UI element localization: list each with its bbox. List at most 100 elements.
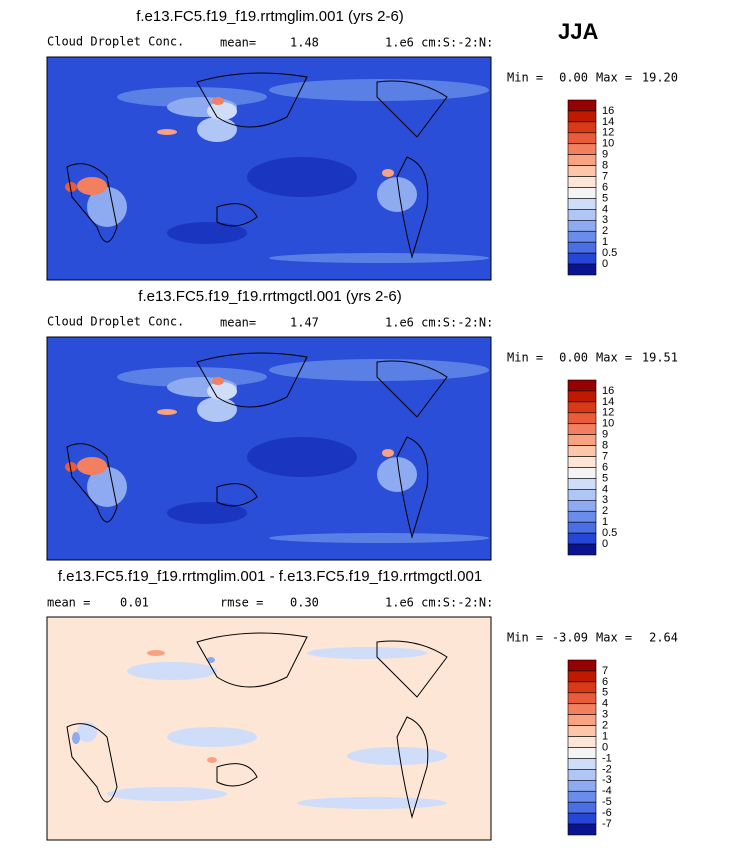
- colorbar-label: 4: [602, 698, 608, 710]
- map-field: [157, 129, 177, 135]
- stat-value: 1.48: [290, 36, 319, 50]
- season-label: JJA: [558, 19, 598, 44]
- colorbar-label: 7: [602, 170, 608, 182]
- colorbar-box: [567, 521, 597, 534]
- map-field: [207, 102, 237, 120]
- mean-value: 0.01: [120, 596, 149, 610]
- min-label: Min =: [507, 631, 543, 645]
- stat-value: 1.47: [290, 316, 319, 330]
- colorbar-box: [567, 252, 597, 265]
- map-field: [147, 650, 165, 656]
- colorbar-box: [567, 241, 597, 254]
- colorbar-box: [567, 176, 597, 188]
- colorbar-label: 0: [602, 538, 608, 550]
- colorbar-label: 3: [602, 709, 608, 721]
- colorbar-box: [567, 99, 597, 112]
- colorbar-label: -4: [602, 785, 612, 797]
- stat-label: mean=: [220, 316, 256, 330]
- colorbar-box: [567, 165, 597, 177]
- stat-label: mean=: [220, 36, 256, 50]
- colorbar-label: 5: [602, 687, 608, 699]
- colorbar-box: [567, 532, 597, 545]
- colorbar-box: [567, 445, 597, 457]
- colorbar-label: 4: [602, 483, 608, 495]
- colorbar-label: 1: [602, 730, 608, 742]
- map: [46, 336, 492, 561]
- map-field: [377, 457, 417, 492]
- colorbar-box: [567, 747, 597, 759]
- map-field: [269, 359, 489, 381]
- colorbar-box: [567, 790, 597, 803]
- colorbar-box: [567, 692, 597, 705]
- coastline: [66, 352, 448, 539]
- colorbar-box: [567, 154, 597, 166]
- map-field: [72, 732, 80, 744]
- colorbar-box: [567, 209, 597, 221]
- colorbar-box: [567, 500, 597, 512]
- colorbar-label: 10: [602, 418, 614, 430]
- min-label: Min =: [507, 71, 543, 85]
- map-field: [382, 449, 394, 457]
- colorbar-box: [567, 132, 597, 145]
- panel-title: f.e13.FC5.f19_f19.rrtmglim.001 - f.e13.F…: [58, 568, 482, 585]
- map-field: [87, 467, 127, 507]
- map-frame: [46, 336, 492, 561]
- colorbar-box: [567, 143, 597, 155]
- variable-label: Cloud Droplet Conc.: [47, 35, 184, 49]
- colorbar-box: [567, 823, 597, 836]
- map-field: [207, 757, 217, 763]
- map: [46, 56, 492, 281]
- colorbar-label: 3: [602, 214, 608, 226]
- min-value: -3.09: [552, 631, 588, 645]
- map-field: [77, 722, 97, 742]
- colorbar-label: -2: [602, 763, 612, 775]
- map-field: [269, 79, 489, 101]
- colorbar-box: [567, 379, 597, 392]
- map-field: [127, 662, 217, 680]
- coastline: [66, 632, 448, 819]
- variable-label: Cloud Droplet Conc.: [47, 315, 184, 329]
- colorbar-label: 8: [602, 440, 608, 452]
- units-label: 1.e6 cm:S:-2:N:: [385, 316, 493, 330]
- min-label: Min =: [507, 351, 543, 365]
- colorbar-box: [567, 758, 597, 770]
- colorbar-label: 8: [602, 160, 608, 172]
- map-field: [77, 177, 107, 195]
- map-field: [157, 409, 177, 415]
- colorbar-label: 12: [602, 127, 614, 139]
- colorbar-box: [567, 714, 597, 726]
- max-label: Max =: [596, 71, 632, 85]
- colorbar-label: 6: [602, 181, 608, 193]
- colorbar-label: 1: [602, 236, 608, 248]
- colorbar-box: [567, 230, 597, 243]
- max-value: 19.20: [642, 71, 678, 85]
- map-field: [167, 222, 247, 244]
- map-field: [307, 647, 427, 659]
- colorbar-label: 0.5: [602, 527, 617, 539]
- colorbar-box: [567, 434, 597, 446]
- panel-title: f.e13.FC5.f19_f19.rrtmgctl.001 (yrs 2-6): [138, 288, 401, 305]
- colorbar-label: 16: [602, 105, 614, 117]
- colorbar-label: -1: [602, 752, 612, 764]
- map-field: [65, 462, 77, 472]
- colorbar-label: 9: [602, 149, 608, 161]
- map-field: [382, 169, 394, 177]
- stat-value: 0.30: [290, 596, 319, 610]
- map-frame: [46, 616, 492, 841]
- colorbar-box: [567, 725, 597, 737]
- colorbar-box: [567, 489, 597, 501]
- colorbar-box: [567, 670, 597, 683]
- colorbar-label: 6: [602, 676, 608, 688]
- min-value: 0.00: [559, 351, 588, 365]
- map-field: [212, 97, 224, 105]
- map: [46, 616, 492, 841]
- map-field: [197, 117, 237, 142]
- colorbar-box: [567, 412, 597, 425]
- colorbar-label: 7: [602, 665, 608, 677]
- colorbar-label: 6: [602, 461, 608, 473]
- colorbar-label: 5: [602, 472, 608, 484]
- max-label: Max =: [596, 631, 632, 645]
- colorbar-box: [567, 510, 597, 523]
- coastline: [66, 72, 448, 259]
- map-field: [65, 182, 77, 192]
